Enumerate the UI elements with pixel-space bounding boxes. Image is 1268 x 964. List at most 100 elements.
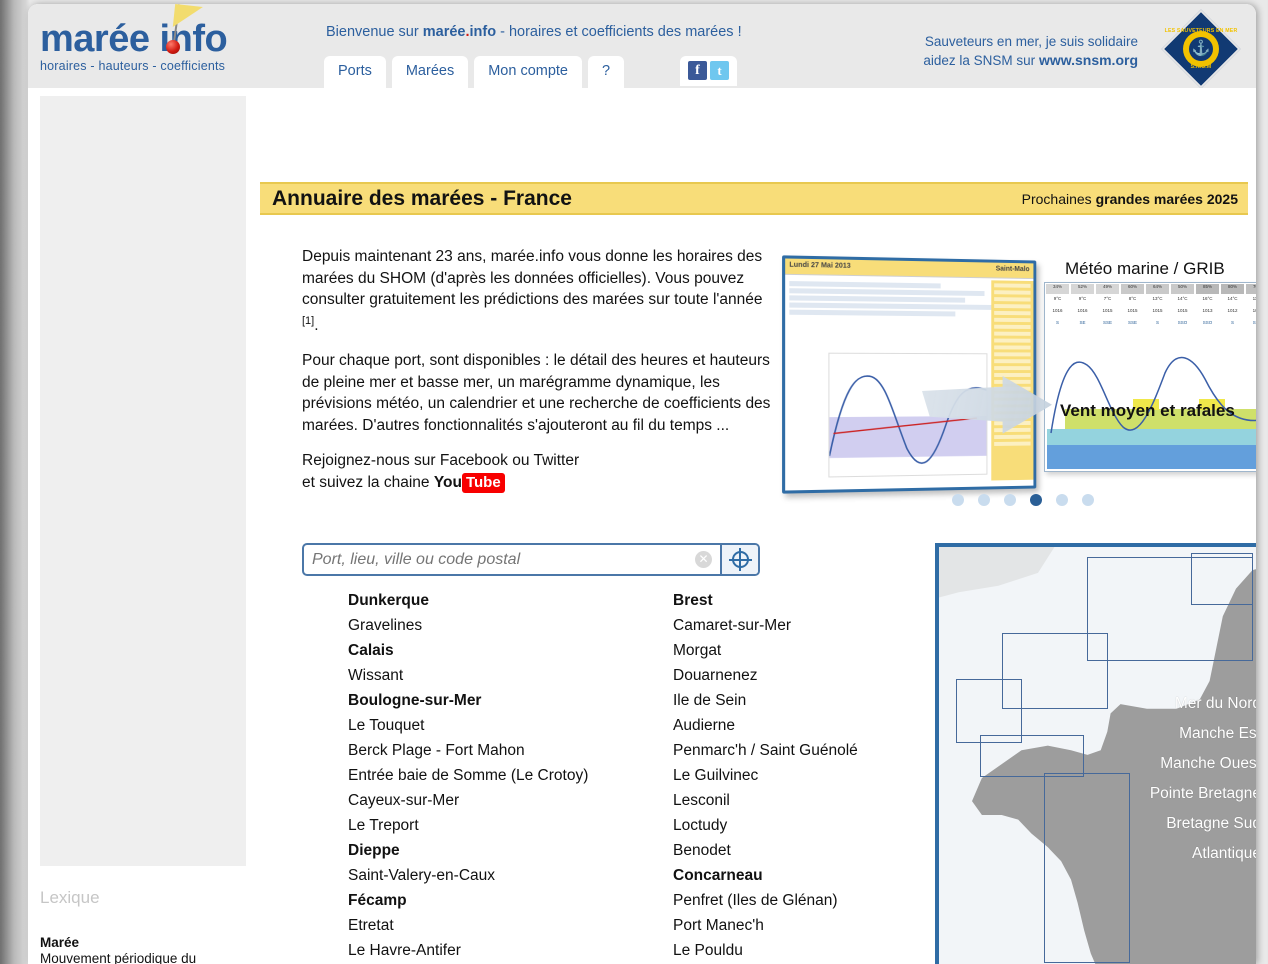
site-logo[interactable]: marée.info horaires - hauteurs - coeffic… bbox=[40, 4, 270, 73]
tab-marees[interactable]: Marées bbox=[391, 56, 469, 88]
map-zone-bretagne-sud[interactable] bbox=[980, 735, 1084, 777]
carousel-dot-3[interactable] bbox=[1004, 494, 1016, 506]
clear-icon[interactable]: ✕ bbox=[695, 551, 712, 568]
port-item[interactable]: Le Touquet bbox=[348, 717, 425, 734]
port-item[interactable]: Etretat bbox=[348, 917, 394, 934]
snsm-url[interactable]: www.snsm.org bbox=[1038, 52, 1138, 68]
map-label-bretagne-sud[interactable]: Bretagne Sud bbox=[1166, 815, 1256, 832]
map-label-manche-ouest[interactable]: Manche Ouest bbox=[1160, 755, 1256, 772]
carousel-dot-5[interactable] bbox=[1056, 494, 1068, 506]
promo-shot-port: Saint-Malo bbox=[995, 265, 1030, 274]
port-directory: Dunkerque Gravelines Calais Wissant Boulogne… bbox=[348, 588, 998, 964]
port-item[interactable]: Brest bbox=[673, 592, 713, 609]
promo-carousel[interactable]: Météo marine / GRIB Vent moyen et rafale… bbox=[782, 246, 1256, 516]
promo-tide-graph bbox=[828, 352, 988, 478]
left-sidebar: Lexique Marée Mouvement périodique du bbox=[40, 96, 246, 964]
port-item[interactable]: Le Guilvinec bbox=[673, 767, 759, 784]
map-zone-manche-est[interactable] bbox=[1087, 557, 1253, 661]
port-item[interactable]: Penmarc'h / Saint Guénolé bbox=[673, 742, 858, 759]
map-zone-pointe-bretagne[interactable] bbox=[956, 679, 1022, 743]
tide-curve-icon bbox=[829, 354, 987, 477]
logo-buoy-dot-icon bbox=[166, 40, 180, 54]
promo-tide-screenshot: Lundi 27 Mai 2013 Saint-Malo bbox=[782, 255, 1037, 494]
snsm-line-2-prefix: aidez la SNSM sur bbox=[923, 53, 1039, 68]
map-zone-manche-ouest[interactable] bbox=[1002, 633, 1108, 709]
geolocate-button[interactable] bbox=[720, 545, 758, 574]
region-map[interactable]: Mer du Nord Manche Est Manche Ouest Poin… bbox=[935, 543, 1256, 964]
port-item[interactable]: Ile de Sein bbox=[673, 692, 747, 709]
snsm-line-1: Sauveteurs en mer, je suis solidaire bbox=[924, 34, 1138, 49]
welcome-prefix: Bienvenue sur bbox=[326, 24, 423, 40]
port-item[interactable]: Le Havre-Antifer bbox=[348, 942, 461, 959]
promo-shot-date: Lundi 27 Mai 2013 bbox=[789, 261, 851, 270]
map-zone-atlantique[interactable] bbox=[1044, 773, 1130, 963]
logo-wordmark: marée.info bbox=[40, 4, 270, 58]
port-search-box[interactable]: ✕ bbox=[302, 543, 760, 576]
port-item[interactable]: Cayeux-sur-Mer bbox=[348, 792, 460, 809]
youtube-you-text[interactable]: You bbox=[433, 473, 462, 491]
port-item[interactable]: Douarnenez bbox=[673, 667, 758, 684]
port-item[interactable]: Concarneau bbox=[673, 867, 763, 884]
welcome-message: Bienvenue sur marée.info - horaires et c… bbox=[326, 24, 742, 40]
port-item[interactable]: Camaret-sur-Mer bbox=[673, 617, 791, 634]
banner-right-prefix: Prochaines bbox=[1021, 190, 1096, 207]
tab-ports[interactable]: Ports bbox=[324, 56, 386, 88]
port-item[interactable]: Calais bbox=[348, 642, 394, 659]
port-item[interactable]: Port Manec'h bbox=[673, 917, 764, 934]
map-label-manche-est[interactable]: Manche Est bbox=[1179, 725, 1256, 742]
port-item[interactable]: Boulogne-sur-Mer bbox=[348, 692, 482, 709]
port-item[interactable]: Dunkerque bbox=[348, 592, 429, 609]
youtube-tube-badge[interactable]: Tube bbox=[461, 472, 505, 493]
port-item[interactable]: Gravelines bbox=[348, 617, 423, 634]
port-item[interactable]: Audierne bbox=[673, 717, 736, 734]
port-item[interactable]: Dieppe bbox=[348, 842, 400, 859]
banner-right-bold: grandes marées 2025 bbox=[1095, 190, 1238, 207]
promo-shot-sidebar bbox=[991, 280, 1034, 481]
intro-social-line: Rejoignez-nous sur Facebook ou Twitter bbox=[302, 452, 580, 470]
map-label-mer-du-nord[interactable]: Mer du Nord bbox=[1174, 695, 1256, 712]
intro-paragraph-2: Pour chaque port, sont disponibles : le … bbox=[302, 352, 771, 434]
carousel-dot-1[interactable] bbox=[952, 494, 964, 506]
twitter-icon[interactable]: t bbox=[710, 61, 729, 80]
port-item[interactable]: Wissant bbox=[348, 667, 404, 684]
port-item[interactable]: Fécamp bbox=[348, 892, 407, 909]
tab-mon-compte[interactable]: Mon compte bbox=[474, 56, 582, 88]
logo-tagline: horaires - hauteurs - coefficients bbox=[40, 59, 226, 73]
search-input[interactable] bbox=[304, 545, 695, 574]
sidebar-ad-slot bbox=[40, 96, 246, 866]
promo-wind-label: Vent moyen et rafales bbox=[1060, 401, 1235, 420]
port-item[interactable]: Berck Plage - Fort Mahon bbox=[348, 742, 525, 759]
port-item[interactable]: Le Treport bbox=[348, 817, 419, 834]
map-region-labels: Mer du Nord Manche Est Manche Ouest Poin… bbox=[1150, 689, 1256, 869]
intro-youtube-line: et suivez la chaine bbox=[302, 473, 434, 491]
port-item[interactable]: Lesconil bbox=[673, 792, 730, 809]
lexique-title: Lexique bbox=[40, 888, 100, 907]
snsm-badge-top-text: LES SAUVETEURS EN MER bbox=[1164, 28, 1238, 34]
intro-paragraph-1: Depuis maintenant 23 ans, marée.info vou… bbox=[302, 246, 780, 336]
tab-help[interactable]: ? bbox=[588, 56, 625, 88]
intro-text: Depuis maintenant 23 ans, marée.info vou… bbox=[302, 246, 780, 507]
port-item[interactable]: Penfret (Iles de Glénan) bbox=[673, 892, 838, 909]
port-item[interactable]: Saint-Valery-en-Caux bbox=[348, 867, 496, 884]
lexique-term: Marée bbox=[40, 935, 80, 950]
page-shell: marée.info horaires - hauteurs - coeffic… bbox=[28, 4, 1256, 964]
port-item[interactable]: Entrée baie de Somme (Le Crotoy) bbox=[348, 767, 589, 784]
port-item[interactable]: Loctudy bbox=[673, 817, 728, 834]
promo-wind-table-row: 34%52% 49%60% 64%50% 85%80% 70% bbox=[1045, 283, 1256, 295]
intro-p1-period: . bbox=[314, 316, 319, 334]
intro-footnote-ref[interactable]: [1] bbox=[302, 314, 315, 327]
snsm-logo[interactable]: ⚓ LES SAUVETEURS EN MER S.N.S.M bbox=[1161, 9, 1241, 89]
welcome-brand: marée bbox=[422, 24, 466, 40]
carousel-dot-6[interactable] bbox=[1082, 494, 1094, 506]
map-label-atlantique[interactable]: Atlantique bbox=[1192, 845, 1256, 862]
page-content: Lexique Marée Mouvement périodique du An… bbox=[28, 88, 1256, 964]
port-item[interactable]: Morgat bbox=[673, 642, 722, 659]
grandes-marees-link[interactable]: Prochaines grandes marées 2025 bbox=[1022, 191, 1238, 207]
map-label-pointe-bretagne[interactable]: Pointe Bretagne bbox=[1149, 785, 1256, 802]
snsm-message: Sauveteurs en mer, je suis solidaire aid… bbox=[923, 32, 1138, 70]
carousel-dot-2[interactable] bbox=[978, 494, 990, 506]
facebook-icon[interactable]: f bbox=[688, 61, 707, 80]
lexique-definition: Mouvement périodique du bbox=[40, 951, 197, 964]
port-item[interactable]: Benodet bbox=[673, 842, 731, 859]
carousel-dot-4-active[interactable] bbox=[1030, 494, 1042, 506]
